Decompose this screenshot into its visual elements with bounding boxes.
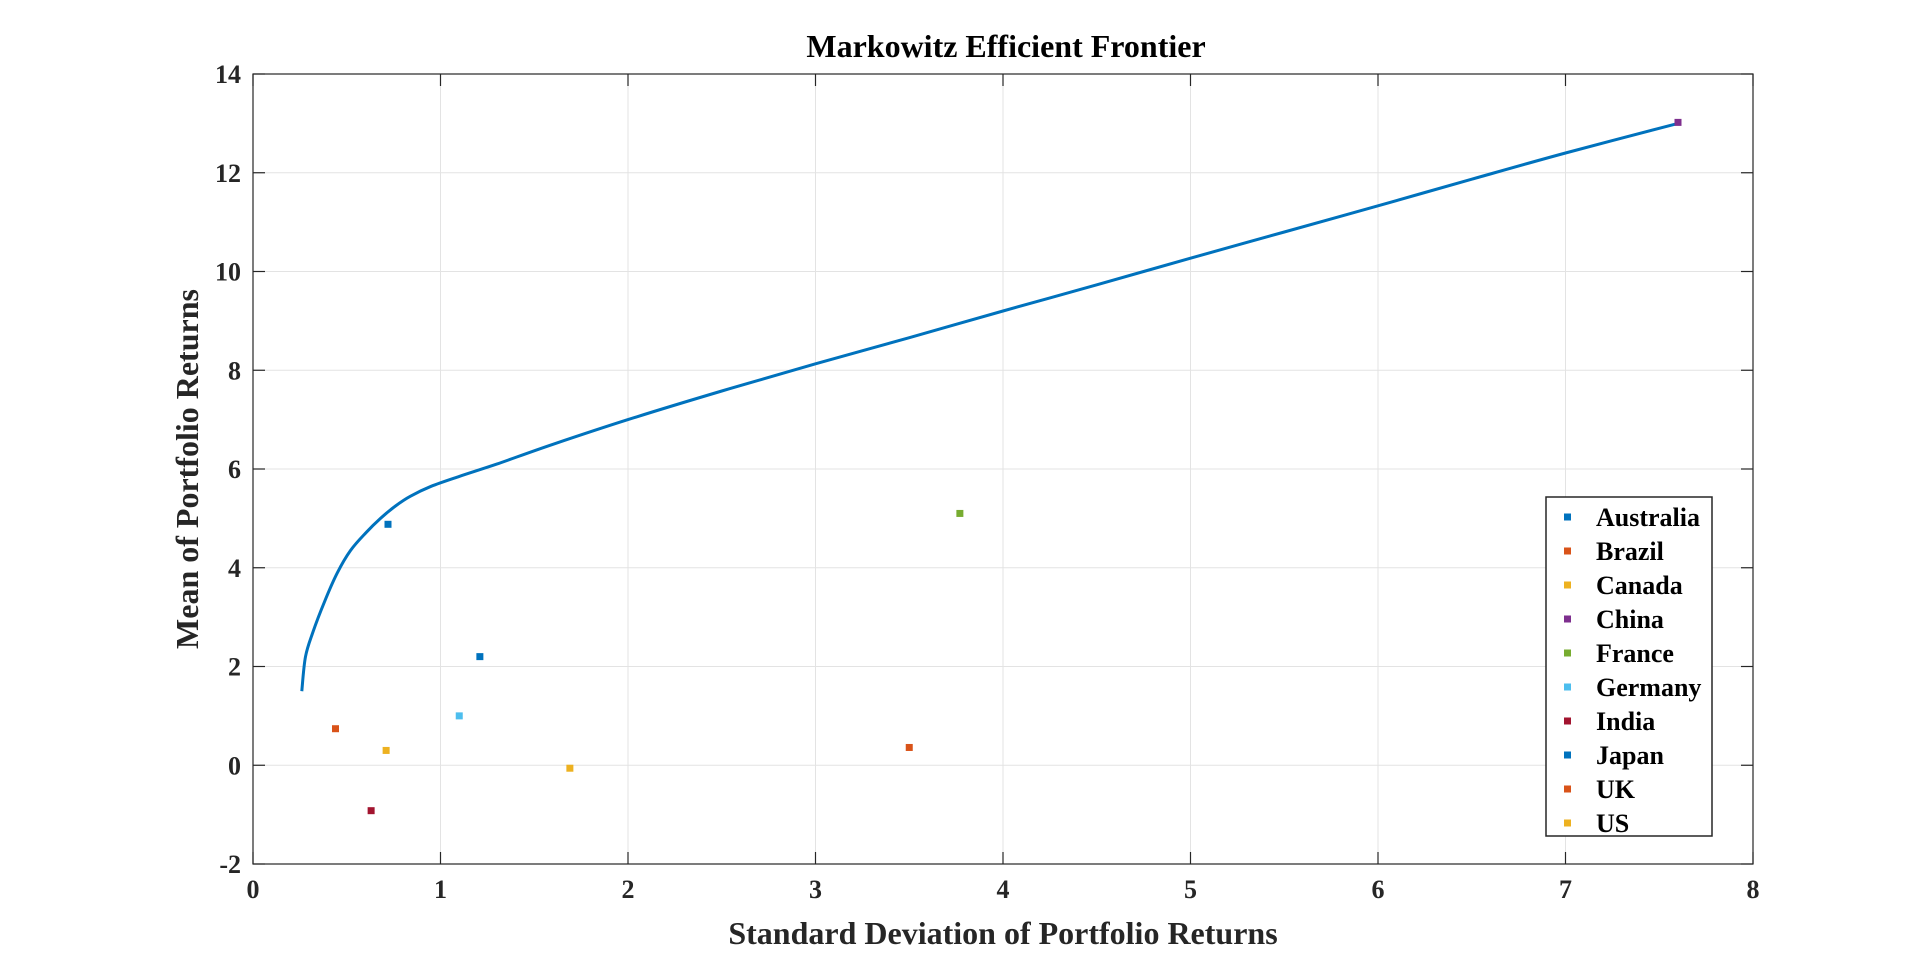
legend-marker-us bbox=[1564, 819, 1571, 827]
x-tick-label: 1 bbox=[434, 875, 447, 904]
y-tick-label: 10 bbox=[215, 258, 241, 287]
point-india bbox=[367, 807, 375, 815]
y-tick-label: 4 bbox=[228, 554, 241, 583]
y-tick-label: 14 bbox=[215, 60, 241, 89]
legend-box bbox=[1545, 496, 1713, 837]
x-tick-label: 4 bbox=[997, 875, 1010, 904]
legend-marker-brazil bbox=[1564, 547, 1571, 555]
y-axis-label: Mean of Portfolio Returns bbox=[169, 289, 205, 649]
legend-label-japan: Japan bbox=[1596, 741, 1664, 770]
point-canada bbox=[382, 746, 390, 754]
legend-marker-france bbox=[1564, 649, 1571, 657]
legend-marker-japan bbox=[1564, 751, 1571, 759]
legend-label-us: US bbox=[1596, 809, 1629, 838]
y-tick-label: 12 bbox=[215, 159, 241, 188]
y-tick-label: -2 bbox=[219, 850, 241, 879]
legend-marker-uk bbox=[1564, 785, 1571, 793]
legend-marker-germany bbox=[1564, 683, 1571, 691]
x-tick-label: 6 bbox=[1372, 875, 1385, 904]
point-brazil bbox=[332, 725, 339, 733]
efficient-frontier-line bbox=[300, 121, 1679, 692]
y-tick-label: 2 bbox=[228, 653, 241, 682]
legend-label-uk: UK bbox=[1596, 775, 1636, 804]
y-tick-label: 8 bbox=[228, 356, 241, 385]
legend-label-australia: Australia bbox=[1596, 503, 1700, 532]
legend-marker-australia bbox=[1564, 513, 1571, 521]
legend-label-india: India bbox=[1596, 707, 1655, 736]
legend-label-china: China bbox=[1596, 605, 1664, 634]
y-tick-label: 6 bbox=[228, 455, 241, 484]
point-uk bbox=[905, 743, 913, 751]
point-us bbox=[566, 764, 574, 772]
chart-title: Markowitz Efficient Frontier bbox=[806, 28, 1205, 64]
y-tick-label: 0 bbox=[228, 751, 241, 780]
legend-marker-china bbox=[1564, 615, 1571, 623]
legend-label-brazil: Brazil bbox=[1596, 537, 1664, 566]
x-axis-label: Standard Deviation of Portfolio Returns bbox=[728, 915, 1277, 951]
x-tick-label: 7 bbox=[1559, 875, 1572, 904]
legend-label-france: France bbox=[1596, 639, 1674, 668]
x-tick-label: 5 bbox=[1184, 875, 1197, 904]
legend: Australia Brazil Canada China France Germany I… bbox=[1545, 496, 1713, 838]
country-points bbox=[332, 118, 1682, 815]
x-tick-label: 2 bbox=[622, 875, 635, 904]
x-tick-label: 8 bbox=[1747, 875, 1760, 904]
point-france bbox=[956, 509, 964, 517]
point-australia bbox=[384, 520, 392, 528]
legend-label-germany: Germany bbox=[1596, 673, 1701, 702]
legend-marker-canada bbox=[1564, 581, 1571, 589]
legend-label-canada: Canada bbox=[1596, 571, 1683, 600]
point-germany bbox=[455, 712, 463, 720]
x-tick-label: 0 bbox=[247, 875, 260, 904]
point-china bbox=[1674, 118, 1682, 126]
x-tick-label: 3 bbox=[809, 875, 822, 904]
point-japan bbox=[476, 653, 484, 661]
legend-marker-india bbox=[1564, 717, 1571, 725]
